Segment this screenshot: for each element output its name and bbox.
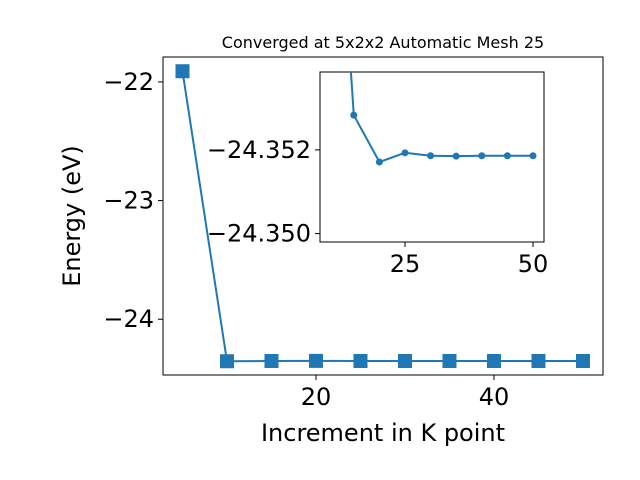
marker (353, 353, 368, 368)
marker (308, 353, 323, 368)
marker (486, 353, 501, 368)
x-tick-label: 25 (390, 250, 421, 278)
x-tick-label: 20 (301, 383, 332, 411)
marker (478, 152, 486, 160)
marker (350, 111, 358, 119)
marker (442, 353, 457, 368)
marker (503, 152, 511, 160)
marker (401, 149, 409, 157)
line (181, 71, 583, 363)
marker (264, 353, 279, 368)
marker (529, 152, 537, 160)
series-group (175, 64, 590, 369)
y-tick-label: −24.352 (207, 136, 311, 164)
marker (427, 152, 435, 160)
marker (531, 353, 546, 368)
series-group (349, 72, 537, 166)
chart-title: Converged at 5x2x2 Automatic Mesh 25 (222, 33, 544, 52)
marker (175, 64, 190, 79)
y-tick-label: −24 (103, 305, 154, 333)
marker (397, 353, 412, 368)
x-tick-label: 50 (518, 250, 549, 278)
x-tick-label: 40 (479, 383, 510, 411)
marker (219, 354, 234, 369)
y-tick-label: −22 (103, 68, 154, 96)
y-axis-label: Energy (eV) (58, 145, 86, 287)
marker (452, 152, 460, 160)
marker (575, 353, 590, 368)
y-tick-label: −24.350 (207, 220, 311, 248)
marker (375, 158, 383, 166)
x-axis-label: Increment in K point (261, 419, 505, 447)
y-tick-label: −23 (103, 187, 154, 215)
